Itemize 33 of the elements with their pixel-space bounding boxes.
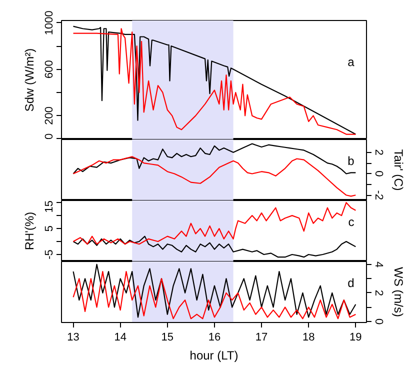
x-tick-label: 17 [255,332,268,344]
line-series [72,270,356,320]
y-axis-title: RH'(%) [22,212,36,250]
x-tick-label: 13 [67,332,80,344]
y-tick-label: 200 [44,106,56,125]
y2-tick-label: 0 [372,318,384,325]
y-tick-label: 0 [44,133,56,140]
annotation: a [348,55,355,70]
y2-axis-title: Tair' (C) [392,149,406,191]
y2-tick-label: -2 [372,190,384,200]
y-tick-label: -5 [44,250,56,260]
y2-tick-label: 4 [372,262,384,268]
y-tick-label: 1000 [44,10,56,36]
y-tick-label: 15 [44,200,56,213]
x-tick-label: 16 [208,332,221,344]
x-tick-label: 15 [161,332,174,344]
y-tick-label: 5 [44,225,56,232]
annotation: c [348,214,354,229]
line-series [72,143,356,174]
line-series [72,264,356,318]
line-series [72,156,356,197]
x-axis-title: hour (LT) [190,348,238,362]
x-tick-label: 18 [302,332,315,344]
y-axis-title: Sdw (W/m²) [22,48,36,112]
y-tick-label: 600 [44,60,56,78]
x-tick-label: 19 [350,332,362,344]
annotation: d [348,276,354,290]
y2-axis-title: WS (m/s) [392,267,406,318]
y2-tick-label: 2 [372,290,384,296]
y2-tick-label: 2 [372,149,384,156]
annotation: b [348,154,355,168]
y2-tick-label: 0 [372,170,384,177]
x-tick-label: 14 [114,332,126,344]
